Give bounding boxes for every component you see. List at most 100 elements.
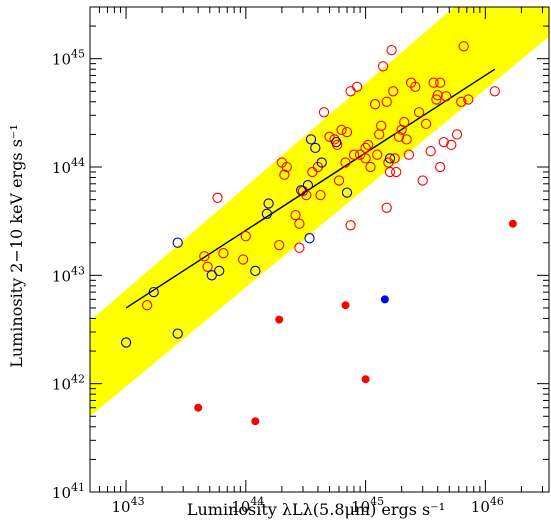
data-point-s0-17 [315, 189, 326, 201]
data-point-s0-39 [381, 96, 392, 107]
data-point-s0-26 [345, 86, 356, 97]
data-point-s1-1 [148, 286, 159, 298]
data-point-s1-5 [214, 265, 225, 277]
data-point-s1-6 [250, 265, 261, 277]
data-point-s0-3 [202, 261, 213, 272]
data-point-s0-5 [237, 254, 249, 265]
data-point-s0-42 [386, 44, 397, 56]
data-point-s2-4 [361, 375, 370, 384]
data-point-s0-58 [431, 94, 442, 105]
data-point-s0-23 [336, 124, 347, 136]
data-point-s0-66 [458, 41, 469, 52]
data-point-s0-20 [329, 134, 340, 145]
data-point-s0-7 [274, 239, 285, 251]
data-point-s0-69 [345, 220, 356, 231]
data-point-s0-70 [381, 202, 392, 213]
data-point-s0-45 [391, 166, 402, 178]
tick-labels-layer: 1043 1044 1045 1046 1041 1042 1043 1044 1045 [52, 48, 504, 516]
data-point-s0-25 [341, 126, 353, 138]
x-tick-label: 1045 [351, 495, 384, 516]
x-tick-label: 1046 [471, 495, 504, 516]
data-point-s1-2 [172, 237, 183, 248]
data-point-s0-32 [362, 139, 374, 151]
data-point-s0-47 [396, 124, 407, 136]
y-tick-label: 1043 [52, 264, 85, 285]
data-point-s0-34 [369, 99, 381, 110]
fit-line-layer [125, 68, 496, 309]
y-axis-title: Luminosity 2−10 keV ergs s⁻¹ [7, 124, 26, 368]
data-point-s0-12 [294, 242, 305, 253]
data-point-s0-57 [428, 77, 439, 88]
data-point-s0-62 [440, 91, 452, 102]
data-point-s1-0 [120, 337, 132, 348]
y-tick-label: 1044 [52, 156, 85, 177]
data-point-s0-18 [318, 107, 330, 118]
data-point-s2-1 [251, 417, 260, 426]
data-point-s1-9 [296, 185, 307, 196]
data-point-s0-46 [393, 131, 405, 142]
x-axis-title: Luminosity λLλ(5.8μm) ergs s⁻¹ [187, 500, 445, 519]
y-tick-label: 1041 [52, 481, 85, 502]
data-point-s0-61 [438, 136, 449, 148]
data-point-s1-11 [304, 233, 315, 244]
axes-layer [89, 6, 550, 493]
data-point-s0-28 [351, 81, 363, 92]
data-point-s1-14 [316, 157, 327, 168]
data-point-s1-7 [261, 208, 273, 219]
data-point-s0-59 [432, 90, 443, 101]
data-points-layer [120, 41, 517, 426]
data-point-s0-1 [199, 251, 210, 262]
data-point-s0-65 [456, 96, 467, 107]
data-point-s0-24 [340, 157, 351, 168]
data-point-s0-35 [372, 149, 383, 160]
data-point-s0-68 [489, 86, 500, 97]
data-point-s0-10 [290, 209, 301, 221]
y-tick-label: 1045 [52, 48, 85, 69]
data-point-s0-38 [377, 61, 389, 72]
data-point-s0-60 [435, 77, 446, 88]
data-point-s2-2 [275, 315, 284, 324]
data-point-s1-13 [310, 142, 321, 154]
data-point-s0-2 [212, 192, 223, 203]
data-point-s0-67 [463, 94, 474, 105]
data-point-s0-0 [141, 300, 153, 311]
x-tick-label: 1043 [112, 495, 145, 516]
data-point-s2-5 [508, 219, 517, 228]
data-point-s0-31 [360, 153, 371, 164]
data-point-s1-17 [384, 153, 396, 164]
data-point-s0-72 [279, 169, 290, 180]
data-point-s0-50 [403, 149, 415, 160]
data-point-s0-11 [294, 218, 305, 229]
data-point-s0-22 [333, 175, 345, 186]
data-point-s0-56 [425, 146, 436, 157]
data-point-s0-53 [413, 107, 425, 118]
data-point-s1-12 [305, 134, 317, 145]
data-point-s0-37 [376, 120, 387, 131]
data-point-s2-3 [341, 301, 350, 310]
data-point-s0-48 [399, 116, 410, 128]
data-point-s0-54 [417, 175, 428, 186]
data-point-s0-30 [360, 142, 371, 154]
data-point-s0-71 [435, 161, 446, 173]
data-point-s0-19 [324, 131, 335, 142]
data-point-s0-64 [451, 129, 463, 140]
data-point-s2-0 [194, 403, 203, 412]
data-point-s1-4 [206, 270, 217, 281]
data-point-s0-63 [446, 139, 457, 151]
data-point-s1-8 [263, 198, 274, 209]
data-point-s0-6 [240, 231, 251, 242]
scatter-band-layer [90, 7, 549, 417]
data-point-s0-4 [218, 248, 229, 259]
data-point-s0-44 [389, 153, 400, 164]
data-point-s0-29 [354, 149, 366, 160]
y-tick-label: 1042 [52, 373, 85, 394]
data-point-s0-27 [348, 149, 360, 160]
data-point-s1-15 [331, 136, 342, 148]
fit-line [125, 68, 496, 309]
plot-frame [89, 6, 550, 493]
data-point-s0-33 [365, 161, 376, 173]
data-point-s0-49 [401, 134, 412, 145]
data-point-s0-9 [281, 161, 292, 173]
scatter-band [90, 7, 549, 417]
